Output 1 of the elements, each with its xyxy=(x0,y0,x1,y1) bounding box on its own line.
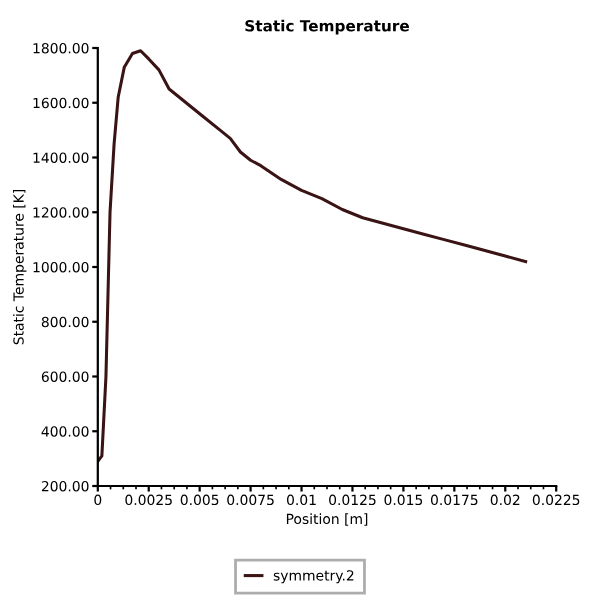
line-series xyxy=(97,49,528,463)
